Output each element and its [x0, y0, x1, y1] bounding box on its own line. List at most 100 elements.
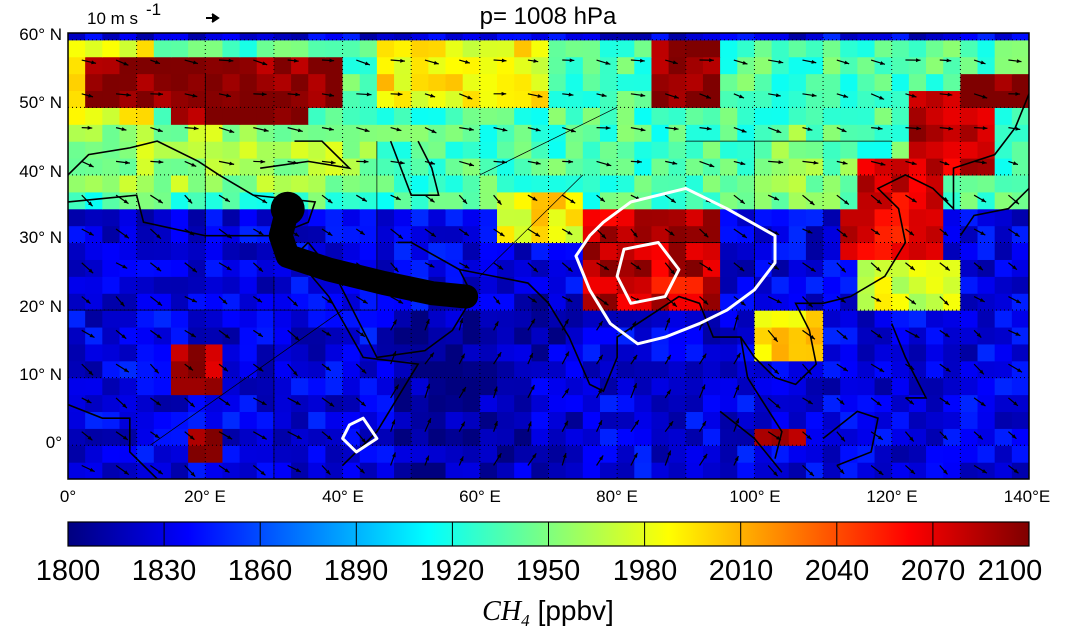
heatmap-cell [153, 225, 172, 244]
heatmap-cell [394, 462, 412, 479]
heatmap-cell [737, 107, 756, 125]
heatmap-cell [531, 33, 550, 41]
heatmap-cell [308, 445, 327, 463]
heatmap-cell [668, 141, 687, 159]
heatmap-cell [376, 33, 395, 41]
heatmap-cell [788, 158, 807, 176]
heatmap-cell [170, 208, 189, 227]
heatmap-cell [102, 462, 121, 479]
heatmap-cell [1011, 428, 1029, 446]
heatmap-cell [720, 73, 738, 92]
heatmap-cell [531, 259, 550, 277]
heatmap-cell [85, 90, 103, 108]
heatmap-cell [170, 124, 189, 142]
heatmap-cell [273, 124, 292, 142]
wind-arrow-icon [802, 59, 817, 64]
wind-arrow-icon [184, 295, 198, 303]
heatmap-cell [857, 141, 876, 159]
heatmap-cell [411, 73, 429, 92]
heatmap-cell [840, 174, 858, 193]
x-tick-label: 140°E [1004, 487, 1051, 506]
heatmap-cell [926, 411, 944, 429]
wind-arrow-icon [424, 455, 430, 466]
heatmap-cell [119, 141, 138, 159]
wind-arrow-icon [767, 194, 780, 201]
heatmap-cell [68, 462, 86, 479]
heatmap-cell [634, 428, 653, 446]
heatmap-cell [685, 259, 704, 277]
heatmap-cell [788, 428, 807, 446]
heatmap-cell [1011, 293, 1029, 311]
plot-title: p= 1008 hPa [480, 3, 617, 30]
heatmap-cell [531, 445, 550, 463]
heatmap-cell [514, 225, 532, 244]
heatmap-cell [823, 174, 841, 193]
heatmap-cell [651, 276, 670, 294]
wind-arrow-icon [699, 93, 712, 99]
heatmap-cell [497, 259, 515, 277]
heatmap-cell [754, 326, 773, 345]
heatmap-cell [170, 107, 189, 125]
wind-arrow-icon [287, 431, 302, 440]
wind-arrow-icon [974, 126, 988, 131]
heatmap-cell [994, 276, 1013, 294]
heatmap-cell [239, 158, 258, 176]
heatmap-cell [668, 310, 687, 328]
heatmap-cell [479, 360, 498, 379]
heatmap-cell [256, 73, 275, 92]
heatmap-cell [239, 208, 258, 227]
heatmap-cell [582, 360, 601, 379]
wind-arrow-icon [150, 431, 160, 439]
heatmap-cell [857, 33, 876, 41]
heatmap-cell [891, 411, 910, 429]
heatmap-cell [68, 394, 86, 413]
heatmap-cell [977, 276, 996, 294]
heatmap-cell [394, 73, 412, 92]
coastline [890, 323, 928, 399]
heatmap-cell [102, 445, 121, 463]
heatmap-cell [582, 174, 601, 193]
heatmap-cell [325, 124, 344, 142]
heatmap-cell [720, 462, 738, 479]
wind-arrow-icon [527, 421, 532, 432]
heatmap-cell [840, 360, 858, 379]
wind-arrow-icon [493, 228, 505, 237]
wind-arrow-icon [321, 228, 333, 237]
wind-arrow-icon [630, 452, 638, 466]
heatmap-cell [153, 360, 172, 379]
wind-arrow-icon [870, 262, 882, 272]
wind-arrow-icon [699, 126, 712, 131]
heatmap-cell [840, 90, 858, 108]
heatmap-cell [788, 276, 807, 294]
heatmap-cell [926, 394, 944, 413]
heatmap-cell [874, 377, 893, 396]
heatmap-cell [994, 107, 1013, 125]
heatmap-cell [376, 377, 395, 396]
wind-arrow-icon [561, 388, 570, 399]
wind-arrow-icon [252, 465, 266, 476]
wind-arrow-icon [905, 262, 916, 271]
heatmap-cell [908, 242, 927, 260]
heatmap-cell [479, 73, 498, 92]
wind-arrow-icon [355, 329, 366, 338]
heatmap-cell [668, 107, 687, 125]
heatmap-cell [908, 56, 927, 75]
wind-arrow-icon [596, 262, 610, 271]
heatmap-cell [805, 158, 824, 176]
wind-arrow-icon [699, 58, 714, 63]
heatmap-cell [685, 174, 704, 193]
heatmap-cell [342, 124, 361, 142]
heatmap-cell [411, 124, 429, 142]
heatmap-cell [908, 225, 927, 244]
colorbar-tick-label: 1860 [228, 555, 293, 587]
heatmap-cell [68, 174, 86, 193]
heatmap-cell [342, 191, 361, 210]
heatmap-cell [737, 191, 756, 210]
heatmap-cell [68, 225, 86, 244]
wind-arrow-icon [458, 262, 470, 269]
heatmap-cell [634, 107, 653, 125]
heatmap-cell [685, 124, 704, 142]
heatmap-cell [599, 124, 618, 142]
heatmap-cell [840, 124, 858, 142]
heatmap-cell [823, 141, 841, 159]
